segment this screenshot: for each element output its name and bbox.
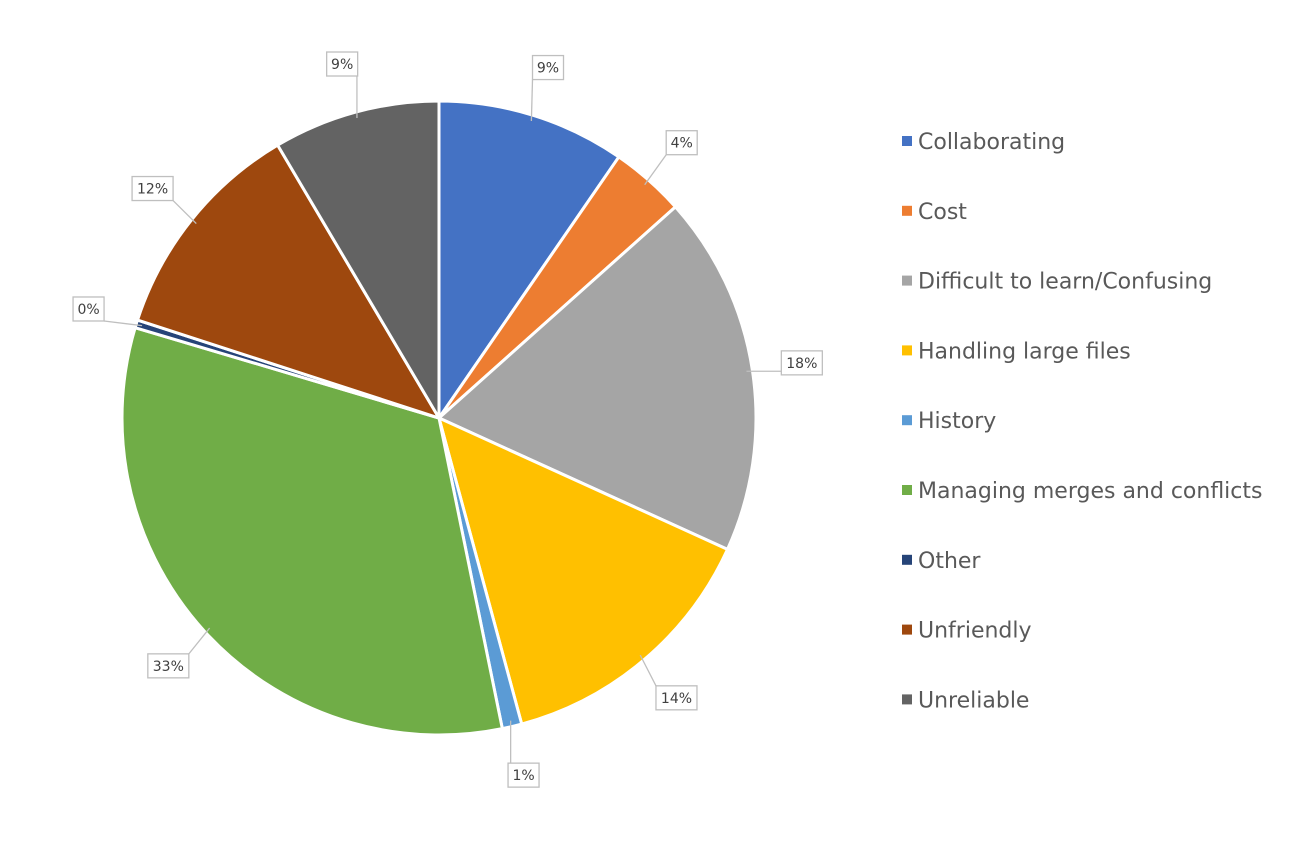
pie-slices [120,99,758,737]
callout-box-other [72,296,105,322]
legend-swatch-unfriendly [902,624,912,635]
legend-swatch-other [902,554,912,565]
pie-slice-collaborating [437,99,621,420]
legend: Collaborating Cost Difficult to learn/Conf… [902,130,1262,713]
callout-box-difficult-to-learn-confusing [780,350,823,376]
callout-leader-other [103,320,143,327]
legend-label-handling-large-files: Handling large files [918,339,1131,364]
callout-leader-managing-merges-and-conflicts [188,627,211,655]
legend-label-cost: Cost [918,200,967,225]
legend-swatch-unreliable [902,694,912,705]
callout-box-collaborating [531,54,565,81]
data-label-handling-large-files: 14% [661,691,692,707]
legend-swatch-difficult-to-learn-confusing [902,275,912,286]
callout-box-cost [665,130,698,156]
data-label-managing-merges-and-conflicts: 33% [153,659,184,675]
data-label-cost: 4% [671,136,693,152]
legend-label-unreliable: Unreliable [918,688,1029,713]
legend-swatch-collaborating [902,136,912,146]
legend-swatch-history [902,415,912,426]
legend-label-managing-merges-and-conflicts: Managing merges and conflicts [918,479,1262,504]
pie-slice-unreliable [276,99,441,420]
data-label-callouts: 9% 4% 18% 14% 1% 33% 0% 12% 9% [72,51,823,788]
data-label-unfriendly: 12% [137,182,168,198]
pie-slice-difficult-to-learn-confusing [437,205,758,551]
data-label-difficult-to-learn-confusing: 18% [786,356,817,372]
legend-label-unfriendly: Unfriendly [918,619,1032,644]
data-label-history: 1% [512,768,534,784]
legend-swatch-cost [902,205,912,216]
callout-box-history [507,762,540,788]
callout-leader-unfriendly [172,200,197,225]
data-label-collaborating: 9% [537,61,559,77]
data-label-unreliable: 9% [331,57,353,73]
legend-label-collaborating: Collaborating [918,130,1065,155]
legend-label-history: History [918,409,996,434]
callout-box-unreliable [326,51,359,77]
pie-slice-handling-large-files [437,416,729,726]
pie-slice-managing-merges-and-conflicts [120,326,504,737]
callout-box-managing-merges-and-conflicts [147,653,190,679]
legend-label-other: Other [918,549,981,574]
callout-leader-collaborating [530,79,534,122]
callout-box-handling-large-files [655,685,698,711]
callout-leader-handling-large-files [639,654,657,687]
legend-swatch-handling-large-files [902,345,912,356]
callout-leader-cost [644,154,667,186]
legend-swatch-managing-merges-and-conflicts [902,485,912,495]
legend-label-difficult-to-learn-confusing: Difficult to learn/Confusing [918,270,1212,295]
data-label-other: 0% [77,302,99,318]
callout-box-unfriendly [131,175,174,202]
